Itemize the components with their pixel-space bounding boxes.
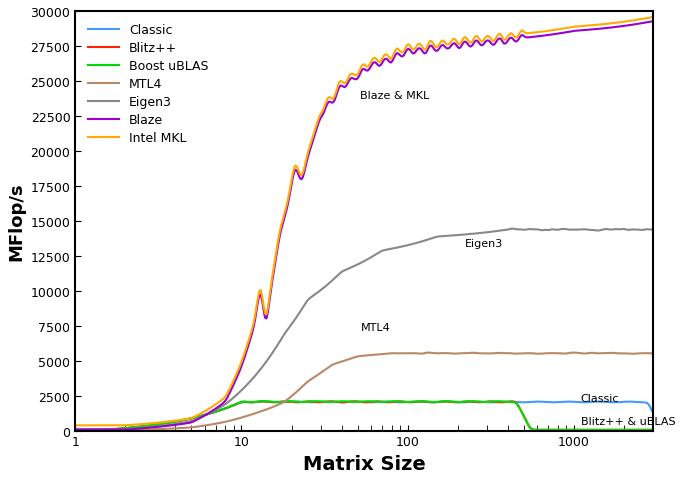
Blitz++	[649, 427, 657, 433]
X-axis label: Matrix Size: Matrix Size	[303, 454, 426, 473]
Intel MKL	[71, 422, 79, 428]
Eigen3	[491, 229, 499, 235]
Boost uBLAS	[436, 399, 444, 405]
Line: Blitz++: Blitz++	[75, 401, 653, 430]
MTL4	[259, 408, 268, 413]
Blaze	[435, 47, 443, 53]
Blitz++	[490, 399, 498, 405]
Blitz++	[493, 399, 501, 405]
Line: Boost uBLAS: Boost uBLAS	[75, 401, 653, 430]
Intel MKL	[488, 39, 497, 45]
MTL4	[300, 382, 308, 388]
Intel MKL	[435, 43, 443, 49]
Classic	[261, 399, 269, 405]
Blaze	[140, 425, 149, 431]
Text: Blaze & MKL: Blaze & MKL	[361, 91, 430, 100]
Line: Eigen3: Eigen3	[75, 229, 653, 430]
Eigen3	[71, 427, 79, 432]
MTL4	[488, 351, 497, 357]
Classic	[490, 399, 498, 405]
Boost uBLAS	[493, 398, 501, 404]
Text: Blitz++ & uBLAS: Blitz++ & uBLAS	[581, 416, 676, 426]
Eigen3	[140, 425, 149, 431]
Classic	[493, 399, 501, 405]
Blaze	[488, 43, 497, 48]
Eigen3	[649, 228, 657, 233]
Blitz++	[71, 427, 79, 433]
MTL4	[140, 427, 149, 432]
Intel MKL	[649, 15, 657, 21]
Blaze	[491, 41, 499, 47]
Text: Classic: Classic	[581, 393, 619, 403]
Y-axis label: MFlop/s: MFlop/s	[7, 182, 25, 261]
Classic	[71, 427, 79, 433]
Blitz++	[140, 423, 149, 429]
Blaze	[71, 427, 79, 432]
Boost uBLAS	[649, 427, 657, 433]
Classic	[140, 423, 149, 429]
Blitz++	[436, 399, 444, 405]
Boost uBLAS	[338, 398, 346, 404]
MTL4	[71, 428, 79, 433]
MTL4	[649, 351, 657, 357]
Blitz++	[300, 399, 308, 405]
Blaze	[649, 19, 657, 25]
Blaze	[300, 170, 308, 176]
Intel MKL	[491, 37, 499, 43]
Boost uBLAS	[71, 427, 79, 433]
Eigen3	[508, 226, 517, 232]
Boost uBLAS	[300, 399, 308, 405]
Line: Intel MKL: Intel MKL	[75, 18, 653, 425]
Line: Classic: Classic	[75, 402, 653, 430]
Classic	[259, 399, 268, 405]
Eigen3	[435, 234, 443, 240]
Intel MKL	[140, 421, 149, 427]
Text: Eigen3: Eigen3	[464, 239, 503, 249]
Intel MKL	[259, 303, 268, 309]
Line: MTL4: MTL4	[75, 353, 653, 431]
Boost uBLAS	[259, 398, 268, 404]
Intel MKL	[300, 166, 308, 172]
Blitz++	[259, 399, 268, 405]
Eigen3	[300, 303, 308, 309]
Blaze	[259, 307, 268, 313]
Classic	[301, 399, 310, 405]
MTL4	[435, 350, 443, 356]
Classic	[649, 410, 657, 416]
Eigen3	[488, 229, 497, 235]
Classic	[436, 399, 444, 405]
MTL4	[491, 350, 499, 356]
Text: MTL4: MTL4	[361, 322, 390, 332]
Blitz++	[304, 398, 312, 404]
MTL4	[568, 350, 577, 356]
Boost uBLAS	[490, 399, 498, 405]
Legend: Classic, Blitz++, Boost uBLAS, MTL4, Eigen3, Blaze, Intel MKL: Classic, Blitz++, Boost uBLAS, MTL4, Eig…	[81, 18, 215, 151]
Boost uBLAS	[140, 423, 149, 429]
Line: Blaze: Blaze	[75, 22, 653, 430]
Eigen3	[259, 362, 268, 368]
